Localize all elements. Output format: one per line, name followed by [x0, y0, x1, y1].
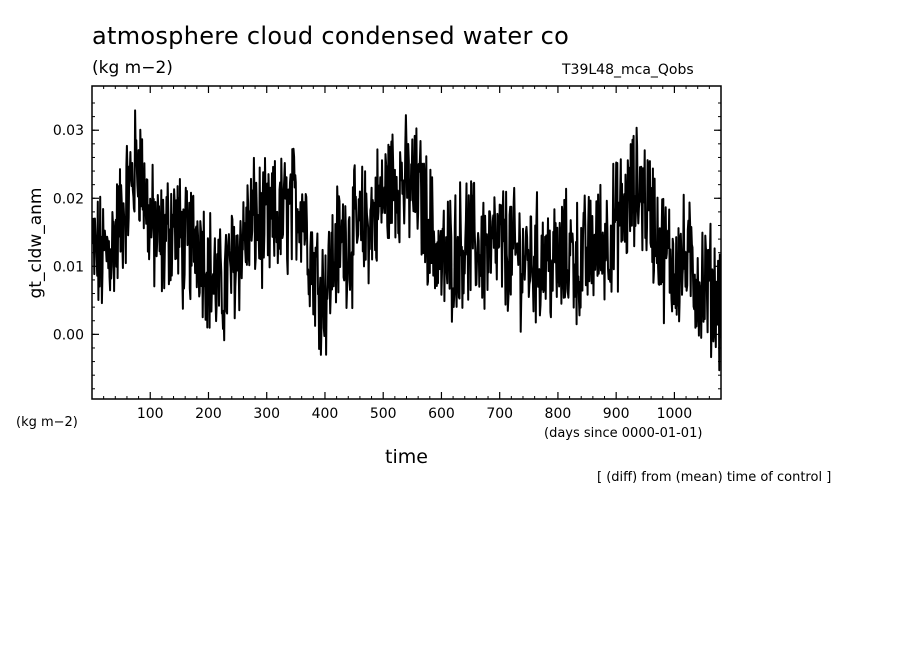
x-tick-label: 1000: [657, 406, 693, 422]
y-tick-label: 0.03: [53, 123, 84, 139]
x-tick-label: 600: [428, 406, 455, 422]
chart-title: atmosphere cloud condensed water co: [92, 22, 570, 50]
x-tick-label: 500: [370, 406, 397, 422]
chart-units: (kg m−2): [92, 58, 173, 78]
y-axis-label: gt_cldw_anm: [26, 187, 46, 299]
x-tick-label: 400: [312, 406, 339, 422]
x-tick-label: 900: [603, 406, 630, 422]
series-line: [92, 109, 721, 372]
x-tick-label: 700: [486, 406, 513, 422]
plot-layer: 100 200 300 400 500 600 700 800 900 1000 0.00 0.01 0…: [53, 85, 722, 422]
y-tick-label: 0.00: [53, 327, 84, 343]
run-label: T39L48_mca_Qobs: [562, 62, 694, 78]
x-tick-label: 300: [253, 406, 280, 422]
y-tick-label: 0.02: [53, 191, 84, 207]
y-axis-units: (kg m−2): [16, 415, 78, 430]
x-tick-label: 200: [195, 406, 222, 422]
x-tick-label: 100: [137, 406, 164, 422]
x-tick-label: 800: [545, 406, 572, 422]
x-axis-label: time: [385, 446, 428, 468]
chart-note: [ (diff) from (mean) time of control ]: [597, 470, 832, 485]
y-tick-label: 0.01: [53, 259, 84, 275]
x-axis-units: (days since 0000-01-01): [544, 426, 703, 441]
